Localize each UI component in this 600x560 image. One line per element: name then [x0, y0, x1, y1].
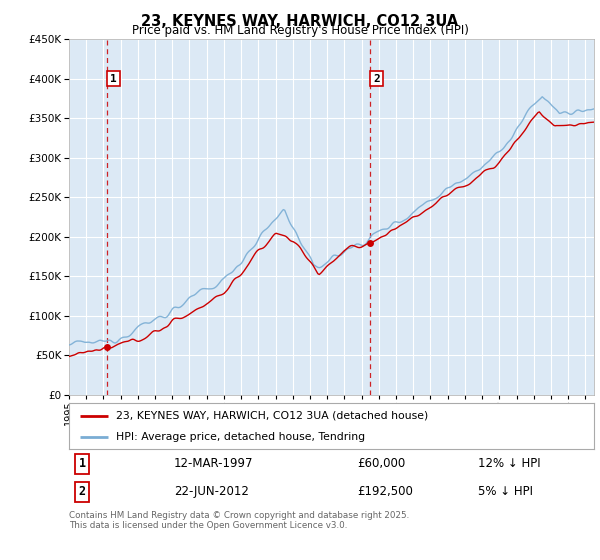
Text: 12% ↓ HPI: 12% ↓ HPI [479, 458, 541, 470]
Text: 2: 2 [79, 486, 86, 498]
Text: 23, KEYNES WAY, HARWICH, CO12 3UA (detached house): 23, KEYNES WAY, HARWICH, CO12 3UA (detac… [116, 410, 428, 421]
Text: 22-JUN-2012: 22-JUN-2012 [174, 486, 249, 498]
Text: 2: 2 [373, 74, 380, 83]
Text: 5% ↓ HPI: 5% ↓ HPI [479, 486, 533, 498]
Text: Price paid vs. HM Land Registry's House Price Index (HPI): Price paid vs. HM Land Registry's House … [131, 24, 469, 37]
Text: 23, KEYNES WAY, HARWICH, CO12 3UA: 23, KEYNES WAY, HARWICH, CO12 3UA [142, 14, 458, 29]
Text: 1: 1 [110, 74, 117, 83]
Text: £192,500: £192,500 [358, 486, 413, 498]
Text: HPI: Average price, detached house, Tendring: HPI: Average price, detached house, Tend… [116, 432, 365, 442]
Text: £60,000: £60,000 [358, 458, 406, 470]
Text: 12-MAR-1997: 12-MAR-1997 [174, 458, 254, 470]
Text: Contains HM Land Registry data © Crown copyright and database right 2025.
This d: Contains HM Land Registry data © Crown c… [69, 511, 409, 530]
Text: 1: 1 [79, 458, 86, 470]
